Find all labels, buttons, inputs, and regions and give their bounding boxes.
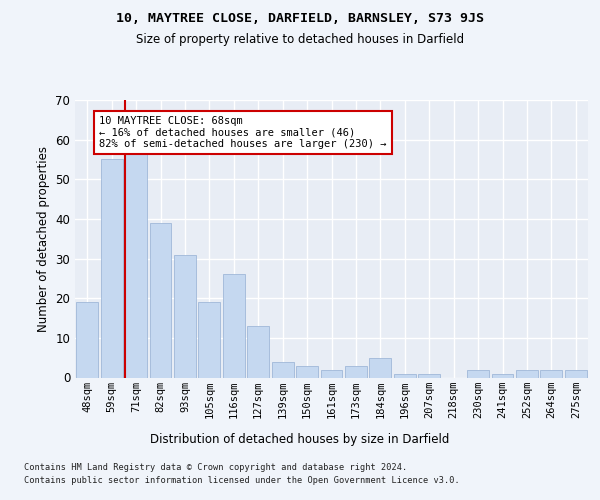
Bar [199,302,220,378]
Bar [320,370,343,378]
Bar [418,374,440,378]
Bar [76,302,98,378]
Text: Distribution of detached houses by size in Darfield: Distribution of detached houses by size … [151,432,449,446]
Text: Size of property relative to detached houses in Darfield: Size of property relative to detached ho… [136,32,464,46]
Bar [345,366,367,378]
Bar [247,326,269,378]
Text: Contains HM Land Registry data © Crown copyright and database right 2024.: Contains HM Land Registry data © Crown c… [24,462,407,471]
Bar [296,366,318,378]
Y-axis label: Number of detached properties: Number of detached properties [37,146,50,332]
Bar [149,223,172,378]
Bar [101,160,122,378]
Bar [370,358,391,378]
Bar [174,254,196,378]
Bar [272,362,293,378]
Bar [223,274,245,378]
Text: 10 MAYTREE CLOSE: 68sqm
← 16% of detached houses are smaller (46)
82% of semi-de: 10 MAYTREE CLOSE: 68sqm ← 16% of detache… [100,116,387,149]
Bar [516,370,538,378]
Bar [565,370,587,378]
Bar [491,374,514,378]
Bar [125,152,147,378]
Text: 10, MAYTREE CLOSE, DARFIELD, BARNSLEY, S73 9JS: 10, MAYTREE CLOSE, DARFIELD, BARNSLEY, S… [116,12,484,26]
Bar [394,374,416,378]
Bar [467,370,489,378]
Bar [541,370,562,378]
Text: Contains public sector information licensed under the Open Government Licence v3: Contains public sector information licen… [24,476,460,485]
